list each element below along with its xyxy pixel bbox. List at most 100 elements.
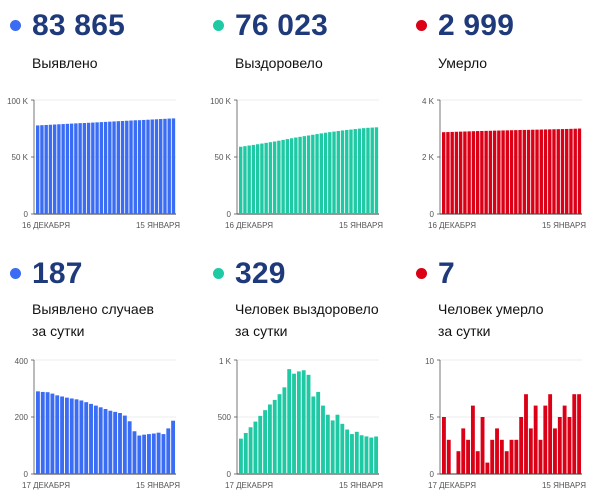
bar bbox=[543, 405, 548, 474]
bar bbox=[78, 123, 82, 214]
bar bbox=[137, 435, 142, 474]
bar bbox=[103, 409, 108, 474]
bar bbox=[349, 129, 353, 214]
bar bbox=[285, 139, 290, 214]
bar bbox=[509, 130, 514, 214]
x-label-end: 15 ЯНВАРЯ bbox=[136, 481, 180, 490]
bar bbox=[492, 130, 497, 214]
bar bbox=[239, 438, 243, 474]
bar bbox=[370, 127, 374, 214]
bar bbox=[64, 397, 69, 474]
bar bbox=[282, 387, 287, 474]
bar bbox=[454, 131, 459, 214]
bar-chart: 0 50 K 100 K 16 ДЕКАБРЯ 15 ЯНВАРЯ bbox=[210, 97, 383, 230]
bar bbox=[133, 120, 137, 214]
bar bbox=[340, 423, 345, 474]
bar bbox=[475, 131, 480, 214]
bar bbox=[44, 124, 48, 214]
stat-panel-5: 7 Человек умерло за сутки 0 5 10 17 ДЕКАБРЯ 15 … bbox=[416, 258, 605, 498]
bar bbox=[501, 130, 505, 214]
bar bbox=[150, 119, 154, 214]
y-tick-label: 0 bbox=[24, 470, 29, 479]
bar bbox=[163, 118, 167, 214]
bar bbox=[292, 373, 296, 474]
bar bbox=[569, 128, 573, 214]
stat-label: Выявлено bbox=[32, 53, 202, 75]
stat-label: Выявлено случаев за сутки bbox=[32, 299, 202, 342]
legend-dot-icon bbox=[10, 268, 21, 279]
bar bbox=[108, 410, 113, 474]
bar bbox=[316, 391, 321, 474]
bar-chart: 0 200 400 17 ДЕКАБРЯ 15 ЯНВАРЯ bbox=[15, 357, 181, 490]
stat-label: Человек выздоровело за сутки bbox=[235, 299, 405, 342]
bar bbox=[239, 146, 243, 214]
bar bbox=[461, 428, 466, 474]
bar bbox=[560, 129, 565, 214]
stat-label: Выздоровело bbox=[235, 53, 405, 75]
bar bbox=[103, 121, 108, 214]
bar bbox=[553, 428, 557, 474]
bar bbox=[446, 132, 450, 214]
x-label-start: 16 ДЕКАБРЯ bbox=[428, 221, 476, 230]
bar bbox=[301, 370, 306, 474]
bar bbox=[332, 131, 336, 214]
stat-label-line: за сутки bbox=[32, 322, 85, 339]
bar bbox=[467, 131, 471, 214]
bar bbox=[543, 129, 548, 214]
bar bbox=[154, 119, 159, 214]
bar bbox=[323, 132, 328, 214]
legend-dot-icon bbox=[416, 20, 427, 31]
bar bbox=[524, 394, 528, 474]
bar bbox=[287, 369, 292, 474]
bar bbox=[374, 127, 379, 214]
bar bbox=[255, 144, 260, 214]
bar bbox=[113, 411, 118, 474]
bar bbox=[306, 135, 311, 214]
bar bbox=[354, 431, 359, 474]
bar bbox=[330, 420, 335, 474]
bar bbox=[57, 124, 61, 214]
bar bbox=[296, 371, 301, 474]
bar bbox=[509, 439, 514, 474]
y-tick-label: 2 K bbox=[422, 153, 435, 162]
stat-value: 83 865 bbox=[32, 9, 125, 42]
bar bbox=[281, 139, 285, 214]
y-tick-label: 50 K bbox=[12, 153, 29, 162]
y-tick-label: 0 bbox=[430, 210, 435, 219]
bar bbox=[362, 128, 366, 214]
bar bbox=[450, 131, 454, 214]
bar bbox=[557, 417, 562, 474]
bar bbox=[36, 391, 40, 474]
bar bbox=[548, 129, 552, 214]
bar bbox=[93, 405, 98, 474]
bar bbox=[268, 142, 273, 214]
bar bbox=[480, 417, 485, 474]
bar bbox=[258, 415, 263, 474]
bar bbox=[484, 130, 488, 214]
bar bbox=[247, 145, 251, 214]
bar bbox=[572, 394, 577, 474]
bar bbox=[264, 142, 268, 214]
bar bbox=[263, 410, 267, 474]
bar bbox=[55, 395, 60, 474]
bar bbox=[567, 417, 572, 474]
bar bbox=[74, 399, 79, 474]
bar bbox=[539, 129, 543, 214]
bar bbox=[514, 439, 519, 474]
y-tick-label: 50 K bbox=[215, 153, 232, 162]
bar bbox=[311, 396, 316, 474]
bar bbox=[84, 402, 89, 474]
bar bbox=[61, 124, 65, 214]
x-label-end: 15 ЯНВАРЯ bbox=[542, 481, 586, 490]
bar bbox=[345, 129, 349, 214]
bar bbox=[60, 396, 64, 474]
bar bbox=[526, 129, 531, 214]
stat-label-line: Человек умерло bbox=[438, 301, 544, 317]
bar bbox=[548, 394, 553, 474]
bar bbox=[475, 451, 480, 474]
bar bbox=[357, 128, 362, 214]
bar bbox=[74, 123, 78, 214]
bar bbox=[166, 428, 171, 474]
bar bbox=[86, 122, 91, 214]
bar bbox=[40, 125, 44, 214]
